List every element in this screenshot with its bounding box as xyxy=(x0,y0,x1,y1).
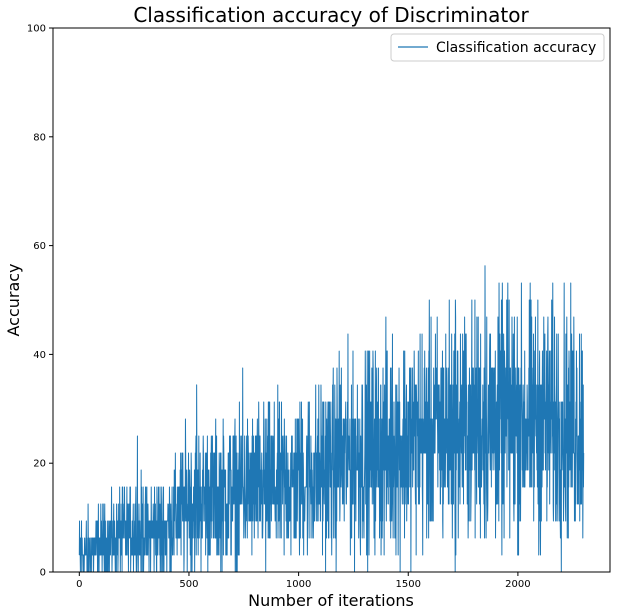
chart-title: Classification accuracy of Discriminator xyxy=(133,3,529,27)
legend-box xyxy=(390,33,605,62)
y-tick-label: 80 xyxy=(33,132,46,143)
x-tick-label: 2000 xyxy=(505,579,530,590)
y-tick-label: 20 xyxy=(33,459,46,470)
y-tick-label: 60 xyxy=(33,241,46,252)
plot-frame xyxy=(52,27,611,573)
y-tick-label: 40 xyxy=(33,350,46,361)
y-axis-label: Accuracy xyxy=(4,263,23,336)
x-axis-label: Number of iterations xyxy=(248,591,414,610)
x-tick-label: 500 xyxy=(179,579,198,590)
legend-label: Classification accuracy xyxy=(436,40,596,56)
series-layer xyxy=(78,265,585,573)
x-tick-label: 1500 xyxy=(396,579,421,590)
tick-layer: 0 500 1000 1500 2000 0 20 40 60 80 100 xyxy=(27,24,531,591)
y-tick-label: 0 xyxy=(40,568,46,579)
series-line-classification-accuracy xyxy=(78,265,585,573)
x-tick-label: 0 xyxy=(76,579,82,590)
y-tick-label: 100 xyxy=(27,24,46,35)
x-tick-label: 1000 xyxy=(286,579,311,590)
legend: Classification accuracy xyxy=(390,33,605,62)
